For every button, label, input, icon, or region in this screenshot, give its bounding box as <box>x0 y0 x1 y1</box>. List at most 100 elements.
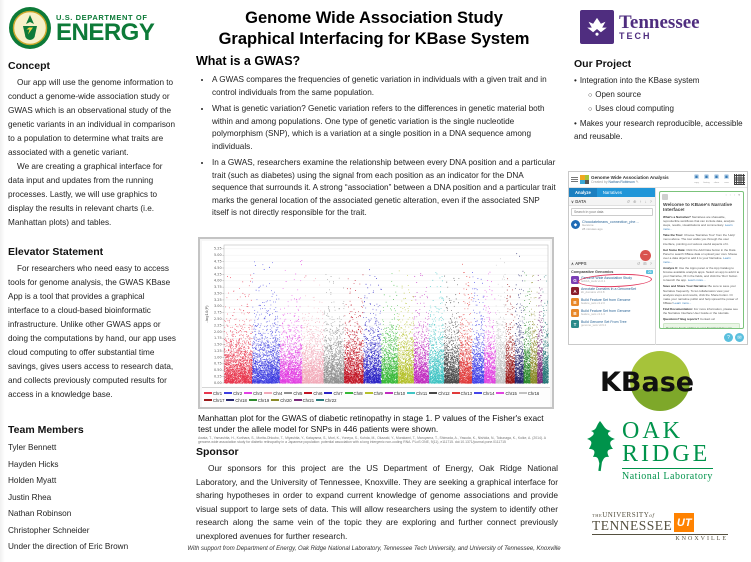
apps-count-badge: 26 <box>646 269 653 274</box>
app-icon: B <box>571 309 579 318</box>
app-item[interactable]: A Annotate Domains in a GenomeSet kb_domai… <box>569 286 655 297</box>
kbase-logo-plant-circle <box>630 351 690 411</box>
gwas-bullet: In a GWAS, researchers examine the relat… <box>212 157 556 220</box>
kbase-author-link[interactable]: Nathan Robinson <box>608 179 635 184</box>
legend-entry: Chr9 <box>364 390 383 396</box>
kbase-header-actions: ▣ copy ▣ history ▣ share ▣ save <box>693 174 730 186</box>
user-avatar-qr[interactable] <box>734 174 745 185</box>
app-item[interactable]: B Build Feature Set from Genome feature_se… <box>569 297 655 308</box>
doe-wordmark: U.S. DEPARTMENT OF ENERGY <box>56 13 155 45</box>
ornl-logo: OAK RIDGE National Laboratory <box>582 419 713 482</box>
legend-entry: Chr6 <box>304 390 322 396</box>
hamburger-menu-icon[interactable] <box>571 177 578 182</box>
app-subtext: feature_sets v1.2.0 <box>581 301 605 306</box>
legend-entry: Chr5 <box>284 390 302 396</box>
project-bullet: • Integration into the KBase system <box>574 76 700 85</box>
kbase-narrative-titles: Genome Wide Association Analysis Created… <box>591 175 669 185</box>
legend-entry: Chr8 <box>344 390 363 396</box>
tab-analyze[interactable]: Analyze <box>569 188 597 197</box>
legend-entry: Chr16 <box>518 390 540 396</box>
legend-entry: Chr1 <box>204 390 222 396</box>
kbase-logo-text: KBase <box>600 367 695 398</box>
legend-entry: Chr4 <box>264 390 282 396</box>
apps-panel-header[interactable]: ∧ APPS ↺ ⊞ ? <box>569 259 655 269</box>
left-column: U.S. DEPARTMENT OF ENERGY Concept Our ap… <box>0 0 186 562</box>
app-item[interactable]: G Genome Wide Association Study GWAS_tools… <box>569 272 655 289</box>
data-object-item[interactable]: ◆ Chocolatebeans_connection_phe… Genome … <box>569 218 655 234</box>
gwas-bullet-list: A GWAS compares the frequencies of genet… <box>196 74 556 220</box>
legend-color-dash <box>224 392 233 394</box>
tennessee-tech-logo: Tennessee TECH <box>580 10 751 44</box>
learn-more-link[interactable]: Learn more... <box>687 278 706 283</box>
legend-label: Chr16 <box>527 390 540 396</box>
learn-more-link[interactable]: Learn more... <box>663 223 733 232</box>
apps-panel-icons[interactable]: ↺ ⊞ ? <box>636 261 653 267</box>
bullet-circle-icon: ○ <box>588 106 593 113</box>
legend-entry: Chr15 <box>496 390 517 396</box>
app-name-link[interactable]: Annotate Domains in a GenomeSet <box>581 287 637 292</box>
data-search-box[interactable] <box>571 208 653 216</box>
utk-wordmark: THEUNIVERSITYof TENNESSEE <box>592 512 673 533</box>
welcome-paragraph: Get Some Data: Click the Add Data button… <box>663 247 738 264</box>
cell-toolbar-icons[interactable]: ▫ ▫ ▫ ▾ <box>725 193 741 197</box>
ornl-divider <box>622 468 713 469</box>
legend-entry: Chr12 <box>429 390 450 396</box>
app-name-link[interactable]: Genome Wide Association Study <box>581 276 632 281</box>
app-subtext: kb_domains v0.0.8 <box>581 290 605 295</box>
concept-section: Concept Our app will use the genome info… <box>8 60 178 230</box>
copy-icon[interactable]: ▣ copy <box>694 173 699 184</box>
ornl-wordmark: OAK RIDGE National Laboratory <box>622 419 713 482</box>
legend-entry: Chr2 <box>224 390 242 396</box>
app-name-link[interactable]: Build Feature Set from Genome <box>581 309 631 314</box>
legend-color-dash <box>293 399 302 401</box>
gwas-section: What is a GWAS? A GWAS compares the freq… <box>196 54 556 224</box>
app-name-link[interactable]: Build Feature Set from Genome <box>581 298 631 303</box>
kbase-screenshot: Genome Wide Association Analysis Created… <box>568 171 748 345</box>
legend-entry: Chr10 <box>384 390 405 396</box>
share-icon[interactable]: ▣ share <box>713 173 720 184</box>
app-texts: Build Feature Set from Genome feature_set… <box>581 298 630 306</box>
app-name-link[interactable]: Build Genome Set From Tree <box>581 320 627 325</box>
team-member: Holden Myatt <box>8 476 57 485</box>
apps-list: G Genome Wide Association Study GWAS_tools… <box>569 272 655 330</box>
team-member: Justin Rhea <box>8 492 52 502</box>
app-item[interactable]: B Build Feature Set from Genome feature_se… <box>569 308 655 319</box>
doe-seal-icon <box>9 7 51 49</box>
team-member: Hayden Hicks <box>8 459 59 469</box>
legend-entry: Chr22 <box>316 397 336 403</box>
data-object-name[interactable]: Chocolatebeans_connection_phe… <box>582 220 639 224</box>
legend-color-dash <box>204 392 212 394</box>
save-icon[interactable]: ▣ save <box>724 173 729 184</box>
legend-entry: Chr14 <box>474 390 494 396</box>
poster-title-line1: Genome Wide Association Study <box>245 9 503 27</box>
learn-more-link[interactable]: Learn more... <box>673 300 692 305</box>
utk-city: KNOXVILLE <box>592 534 728 542</box>
project-sub-bullet: ○ Uses cloud computing <box>588 104 674 113</box>
history-icon[interactable]: ▣ history <box>703 173 710 184</box>
learn-more-link[interactable]: Learn more... <box>663 255 731 264</box>
utk-logo: THEUNIVERSITYof TENNESSEE UT KNOXVILLE <box>592 512 728 542</box>
utk-of: of <box>649 513 655 519</box>
help-button[interactable]: ? <box>724 333 733 342</box>
data-search-input[interactable] <box>572 210 652 214</box>
legend-entry: Chr18 <box>226 397 247 403</box>
remove-data-button[interactable]: – <box>640 250 651 261</box>
app-item[interactable]: T Build Genome Set From Tree genome_sets v… <box>569 319 655 330</box>
elevator-heading: Elevator Statement <box>8 246 104 258</box>
feedback-button[interactable]: ✉ <box>735 333 744 342</box>
legend-color-dash <box>226 399 235 401</box>
ornl-line2: RIDGE <box>622 441 711 467</box>
legend-label: Chr8 <box>353 390 363 396</box>
apps-category-row[interactable]: Comparative Genomics 26 <box>569 269 655 275</box>
concept-paragraph-2: We are creating a graphical interface fo… <box>8 162 163 227</box>
team-member: Christopher Schneider <box>8 525 90 535</box>
data-panel-header[interactable]: ∨ DATA ↺ ⊕ ↑ ↓ ? <box>569 197 655 206</box>
legend-color-dash <box>451 392 460 394</box>
tab-narratives[interactable]: Narratives <box>602 190 622 195</box>
data-panel-icons[interactable]: ↺ ⊕ ↑ ↓ ? <box>626 198 653 204</box>
sponsor-section: Sponsor Our sponsors for this project ar… <box>196 446 558 543</box>
legend-label: Chr18 <box>235 397 247 403</box>
gwas-bullet: What is genetic variation? Genetic varia… <box>212 103 556 153</box>
utk-tennessee: TENNESSEE <box>592 518 673 533</box>
